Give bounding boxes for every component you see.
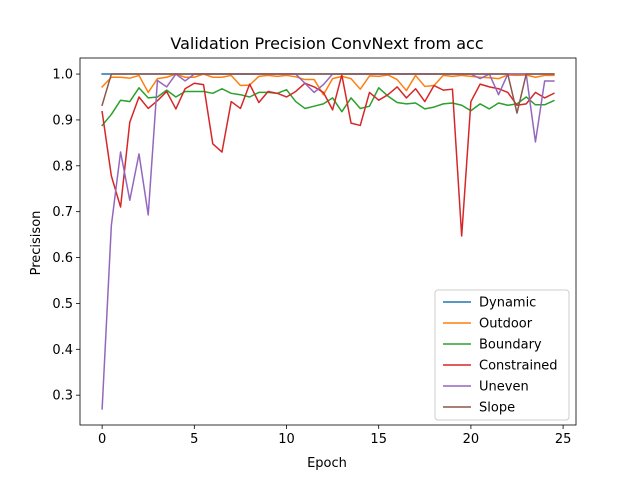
x-tick-label: 5 <box>190 432 198 447</box>
plot-frame <box>79 57 577 426</box>
series-line-slope <box>101 73 555 114</box>
series-layer <box>101 73 555 410</box>
y-tick-label: 0.4 <box>52 343 73 358</box>
legend-label-constrained: Constrained <box>479 359 558 374</box>
legend-label-outdoor: Outdoor <box>479 317 533 332</box>
y-tick-label: 0.7 <box>52 205 73 220</box>
y-tick-label: 0.9 <box>52 113 73 128</box>
x-tick-label: 0 <box>98 432 106 447</box>
legend-label-dynamic: Dynamic <box>479 296 536 311</box>
legend-label-slope: Slope <box>479 401 515 416</box>
x-tick-label: 25 <box>555 432 572 447</box>
series-line-uneven <box>101 73 555 410</box>
x-tick-label: 10 <box>278 432 295 447</box>
legend-label-boundary: Boundary <box>479 338 542 353</box>
y-tick-label: 0.8 <box>52 159 73 174</box>
x-tick-label: 15 <box>370 432 387 447</box>
x-tick-label: 20 <box>463 432 480 447</box>
y-tick-label: 0.5 <box>52 297 73 312</box>
legend: Dynamic Outdoor Boundary Constrained Uneven S… <box>434 289 570 421</box>
y-tick-label: 0.6 <box>52 251 73 266</box>
x-axis-label: Epoch <box>307 456 347 471</box>
series-line-boundary <box>101 87 555 127</box>
y-tick-label: 1.0 <box>52 68 73 83</box>
legend-label-uneven: Uneven <box>479 380 529 395</box>
y-axis-label: Precisison <box>29 211 44 276</box>
y-tick-label: 0.3 <box>52 389 73 404</box>
chart-title: Validation Precision ConvNext from acc <box>170 34 483 53</box>
series-line-constrained <box>101 74 555 237</box>
axes-layer: 0 5 10 15 20 25 0.3 0.4 0.5 0.6 0.7 0.8 0.9 1.0 <box>52 57 577 447</box>
